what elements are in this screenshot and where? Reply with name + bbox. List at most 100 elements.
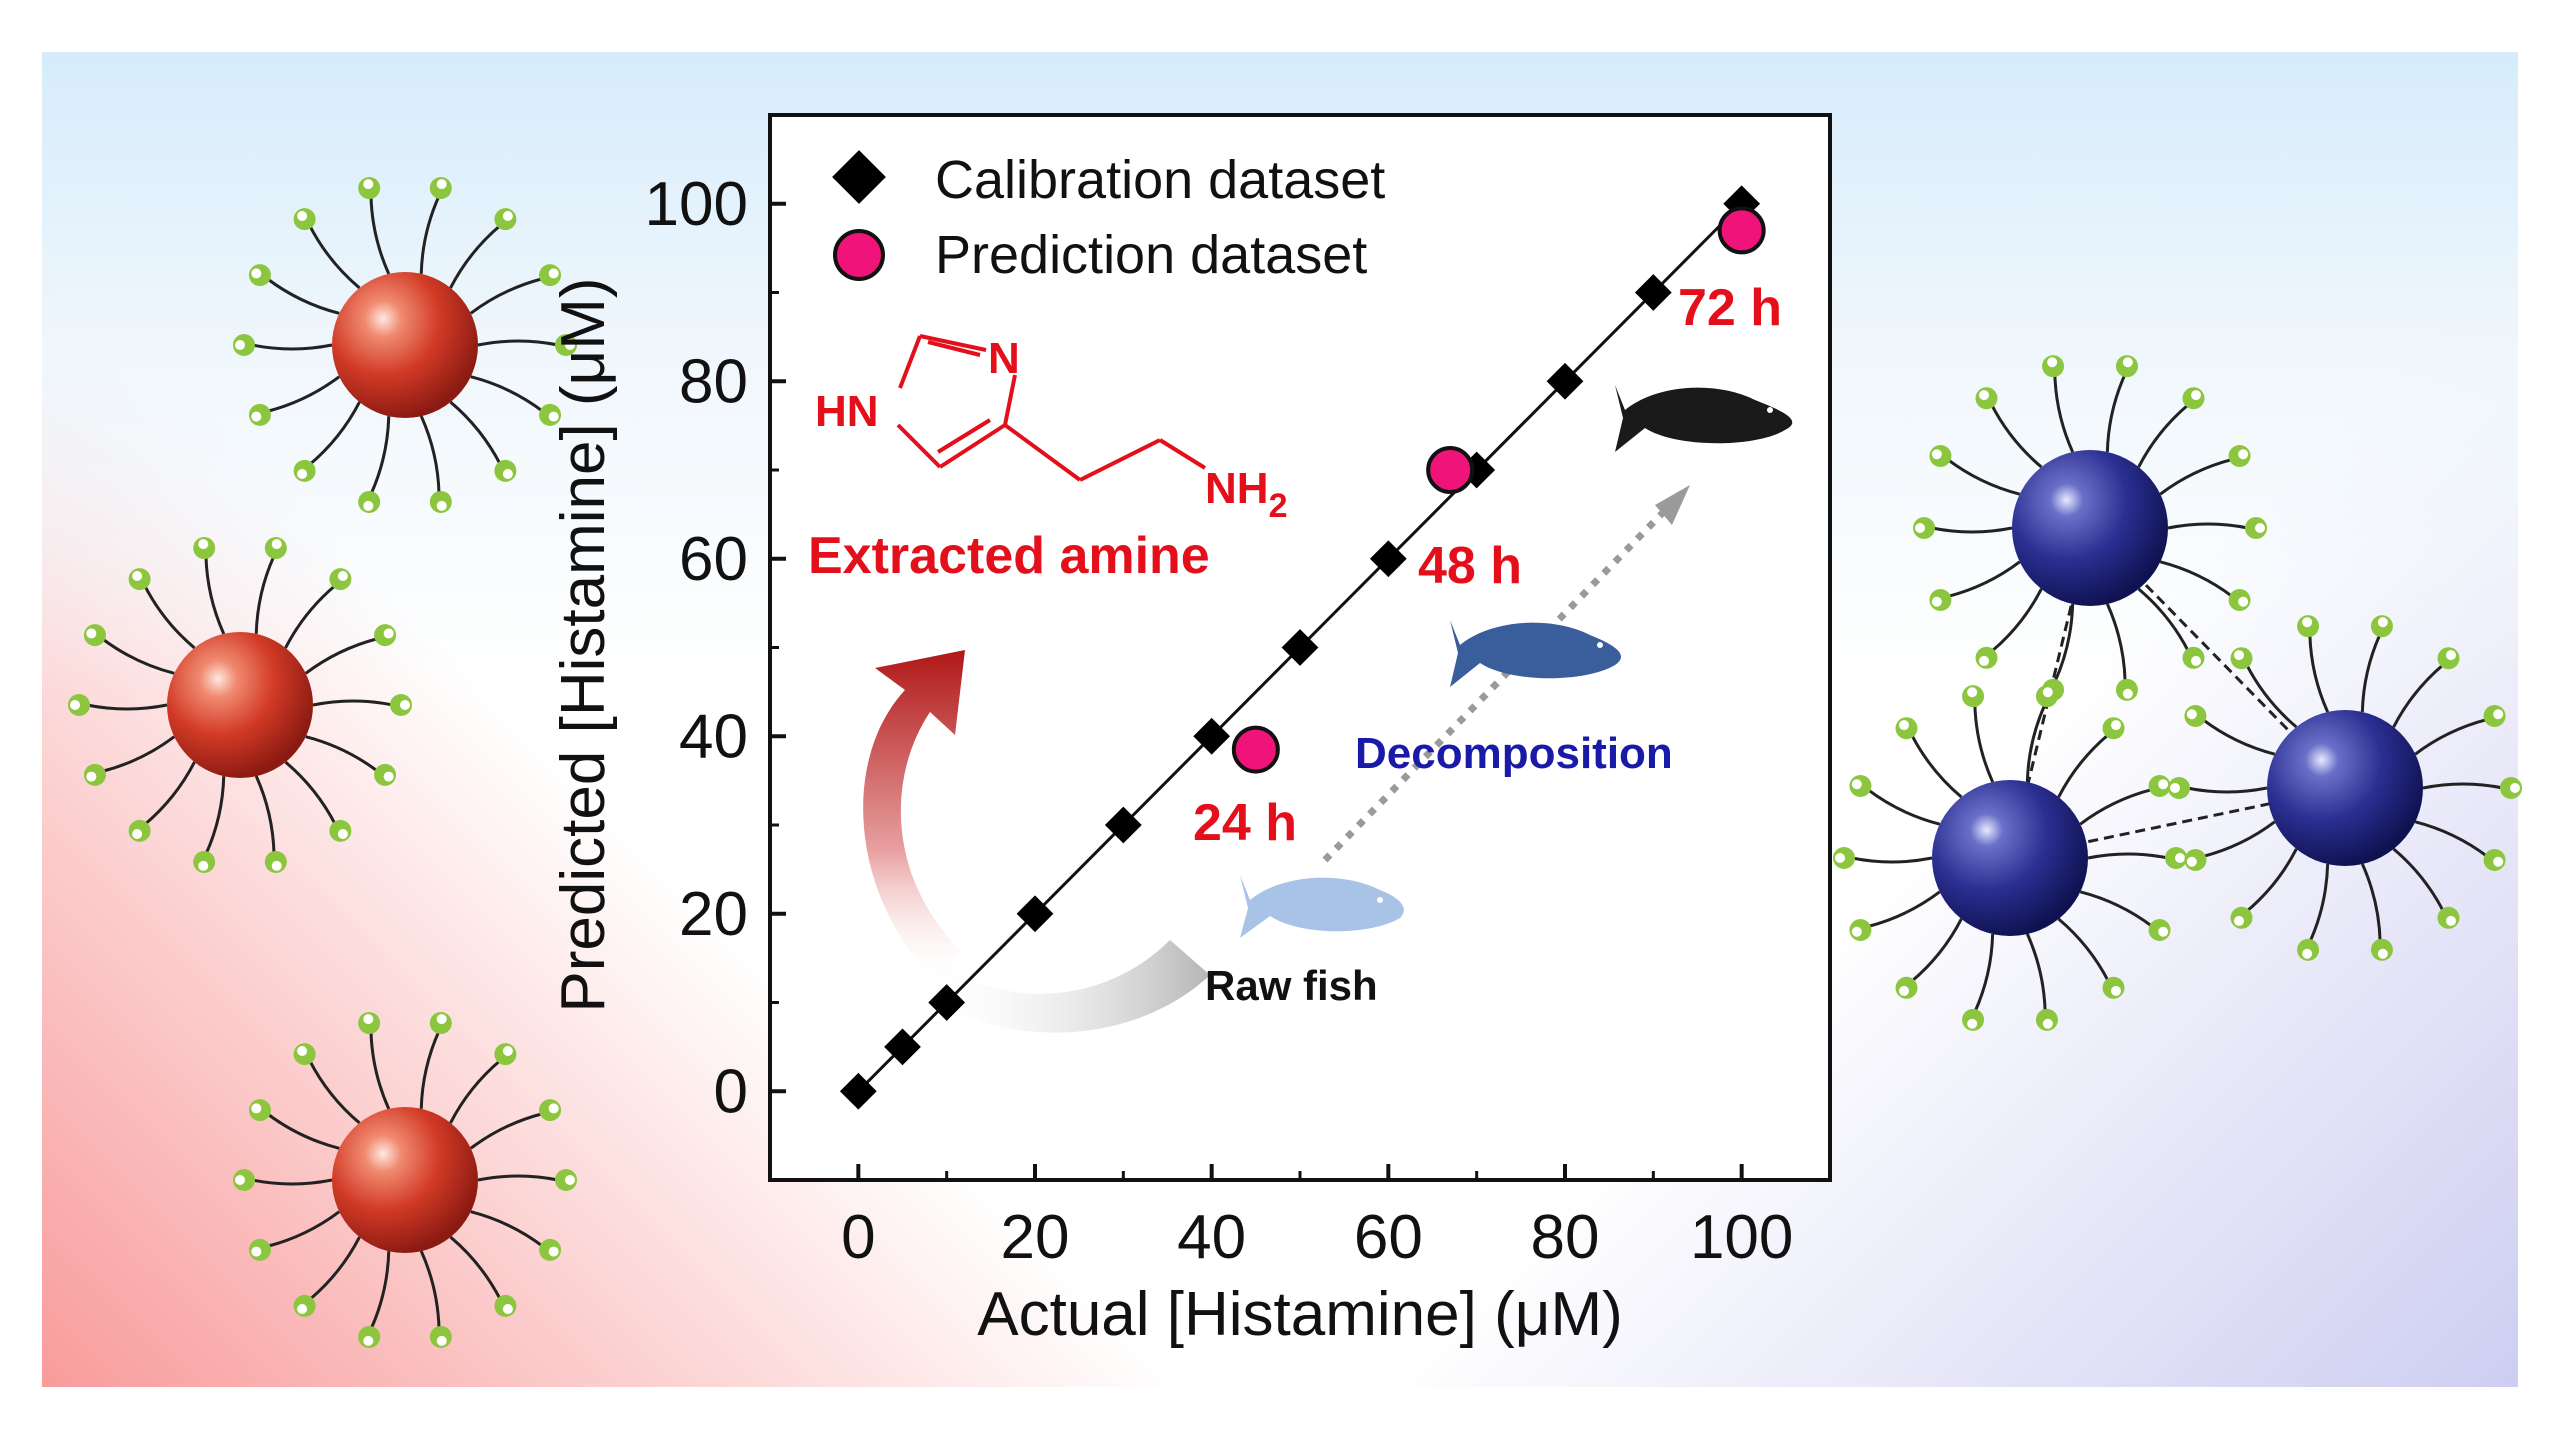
ligand-chain — [469, 277, 544, 315]
x-tick-label: 0 — [841, 1203, 875, 1272]
ligand-pocket — [2238, 596, 2249, 607]
extraction-arrow-red — [863, 650, 965, 985]
ligand-chain — [1866, 788, 1941, 826]
ligand-chain — [2137, 587, 2190, 653]
ligand-pocket — [2445, 650, 2456, 661]
ligand-pocket — [436, 500, 447, 511]
ligand-pocket — [2158, 779, 2169, 790]
calibration-point — [1104, 806, 1142, 844]
ligand-chain — [2053, 373, 2075, 453]
ligand-chain — [1973, 934, 1995, 1013]
ligand-pocket — [502, 1045, 513, 1056]
ligand-chain — [470, 1210, 544, 1248]
nanoparticle — [1833, 685, 2187, 1031]
ligand-chain — [369, 416, 391, 495]
ligand-chain — [2201, 718, 2276, 756]
ligand-pocket — [2190, 655, 2201, 666]
ligand-chain — [308, 1059, 361, 1125]
ligand-pocket — [2175, 853, 2185, 863]
ligand-chain — [449, 1235, 502, 1301]
x-tick-label: 60 — [1354, 1203, 1423, 1272]
ligand-chain — [369, 195, 391, 275]
nanoparticle — [1913, 355, 2267, 701]
ligand-chain — [419, 1250, 441, 1330]
ligand-pocket — [363, 1335, 374, 1346]
ligand-chain — [1947, 560, 2021, 599]
ligand-chain — [1973, 703, 1995, 783]
ligand-pocket — [2110, 985, 2121, 996]
ligand-pocket — [2122, 357, 2133, 368]
ligand-chain — [2414, 820, 2489, 858]
extraction-arrow-gray — [915, 940, 1210, 1033]
ligand-pocket — [2302, 948, 2313, 959]
ligand-chain — [143, 584, 196, 650]
ligand-pocket — [251, 268, 262, 279]
ligand-pocket — [251, 411, 262, 422]
y-tick-label: 20 — [679, 880, 748, 949]
ligand-chain — [2105, 373, 2127, 452]
ligand-pocket — [548, 411, 559, 422]
ligand-pocket — [565, 1175, 575, 1185]
ligand-chain — [1867, 890, 1941, 929]
ligand-pocket — [1967, 687, 1978, 698]
ligand-pocket — [198, 539, 209, 550]
y-tick-label: 40 — [679, 702, 748, 771]
x-tick-label: 20 — [1001, 1203, 1070, 1272]
ligand-pocket — [436, 1014, 447, 1025]
legend-prediction-label: Prediction dataset — [935, 225, 1367, 285]
ligand-pocket — [251, 1246, 262, 1257]
ligand-pocket — [548, 268, 559, 279]
calibration-point — [1193, 717, 1231, 755]
ligand-pocket — [502, 210, 513, 221]
ligand-pocket — [297, 1045, 308, 1056]
ligand-chain — [251, 1178, 333, 1186]
molecule-nh2-label: NH2 — [1205, 464, 1287, 525]
nanoparticle — [233, 1012, 577, 1348]
ligand-pocket — [2493, 856, 2504, 867]
ligand-chain — [304, 637, 379, 675]
molecule-n-label: N — [988, 334, 1020, 383]
ligand-pocket — [2122, 688, 2133, 699]
legend-prediction-marker — [833, 229, 885, 281]
particle-core — [2267, 710, 2423, 866]
ligand-chain — [266, 1112, 340, 1150]
y-tick-label: 60 — [679, 525, 748, 594]
ligand-chain — [2159, 457, 2233, 496]
x-axis-title: Actual [Histamine] (μM) — [977, 1280, 1623, 1349]
ligand-pocket — [1979, 390, 1990, 401]
ligand-chain — [2025, 933, 2047, 1013]
prediction-point — [1231, 725, 1280, 774]
y-tick-label: 100 — [645, 170, 748, 239]
ligand-chain — [2245, 848, 2298, 913]
ligand-chain — [2025, 703, 2047, 782]
ligand-chain — [101, 637, 175, 675]
ligand-pocket — [363, 1014, 374, 1025]
ligand-chain — [2392, 847, 2445, 913]
extracted-amine-label: Extracted amine — [808, 527, 1210, 585]
ligand-chain — [477, 1174, 559, 1182]
ligand-chain — [305, 735, 379, 773]
ligand-chain — [2414, 717, 2488, 756]
ligand-pocket — [86, 628, 97, 639]
prediction-point — [1426, 446, 1475, 494]
ligand-pocket — [2110, 720, 2121, 731]
ligand-pocket — [400, 700, 410, 710]
ligand-pocket — [2047, 357, 2058, 368]
ligand-chain — [419, 1030, 441, 1109]
ligand-chain — [284, 760, 337, 826]
ligand-chain — [369, 1251, 391, 1330]
ligand-pocket — [1979, 655, 1990, 666]
ligand-chain — [308, 1236, 361, 1301]
legend-calibration-label: Calibration dataset — [935, 150, 1385, 210]
ligand-chain — [2308, 633, 2330, 713]
ligand-pocket — [297, 469, 308, 480]
ligand-chain — [1910, 733, 1963, 799]
ligand-chain — [2308, 864, 2330, 943]
ligand-pocket — [363, 179, 374, 190]
ligand-chain — [1990, 403, 2043, 469]
ligand-pocket — [436, 179, 447, 190]
ligand-pocket — [2302, 617, 2313, 628]
ligand-pocket — [2158, 926, 2169, 937]
histamine-molecule — [896, 334, 1207, 482]
